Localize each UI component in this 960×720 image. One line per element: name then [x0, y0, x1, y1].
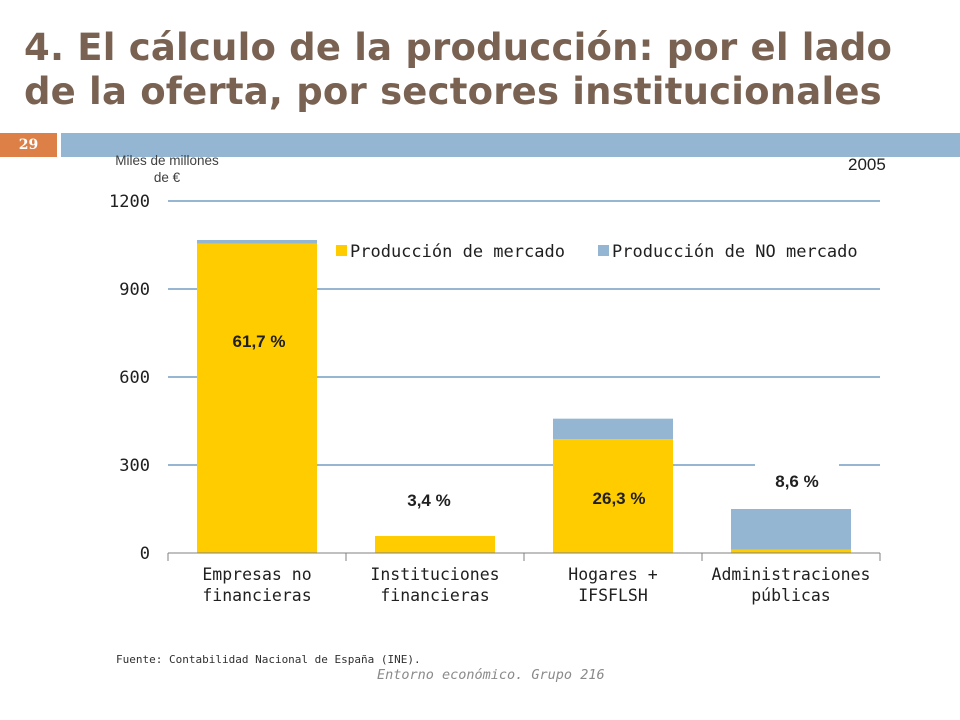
legend-label: Producción de NO mercado: [612, 242, 858, 262]
x-tick-label: financieras: [380, 586, 489, 605]
y-axis-units-label: Miles de millones de €: [92, 152, 242, 186]
legend-label: Producción de mercado: [350, 242, 565, 262]
bar-non-market: [197, 240, 317, 244]
x-tick-label: financieras: [202, 586, 311, 605]
units-line-2: de €: [153, 170, 181, 185]
bar-percentage-label: 8,6 %: [775, 472, 818, 491]
bar-market: [731, 549, 851, 553]
header-bar: [61, 133, 960, 157]
legend-swatch: [336, 245, 347, 256]
x-tick-label: públicas: [751, 586, 830, 605]
x-tick-label: Hogares +: [568, 565, 657, 584]
y-tick-label: 900: [119, 280, 150, 300]
bar-market: [197, 243, 317, 554]
source-note: Fuente: Contabilidad Nacional de España …: [116, 653, 421, 666]
legend-swatch: [598, 245, 609, 256]
slide-title-line-1: 4. El cálculo de la producción: por el l…: [24, 26, 893, 69]
bar-market: [375, 535, 495, 553]
x-tick-label: Administraciones: [712, 565, 871, 584]
footer-note: Entorno económico. Grupo 216: [377, 667, 605, 683]
year-label: 2005: [848, 155, 886, 174]
bar-non-market: [731, 509, 851, 550]
bar-non-market: [553, 418, 673, 440]
annotation-backdrop: [755, 462, 839, 496]
x-tick-label: IFSFLSH: [578, 586, 648, 605]
units-line-1: Miles de millones: [115, 153, 219, 168]
x-tick-label: Instituciones: [370, 565, 499, 584]
y-tick-label: 300: [119, 456, 150, 476]
x-tick-label: Empresas no: [202, 565, 311, 584]
bar-market: [553, 439, 673, 553]
y-tick-label: 600: [119, 368, 150, 388]
slide-number: 29: [0, 133, 57, 157]
slide-title: 4. El cálculo de la producción: por el l…: [24, 26, 944, 114]
y-tick-label: 1200: [109, 192, 150, 212]
slide-title-line-2: de la oferta, por sectores institucional…: [24, 70, 882, 113]
y-tick-label: 0: [140, 544, 150, 564]
bar-percentage-label: 26,3 %: [593, 489, 646, 508]
bar-percentage-label: 3,4 %: [407, 491, 450, 510]
bar-percentage-label: 61,7 %: [233, 332, 286, 351]
